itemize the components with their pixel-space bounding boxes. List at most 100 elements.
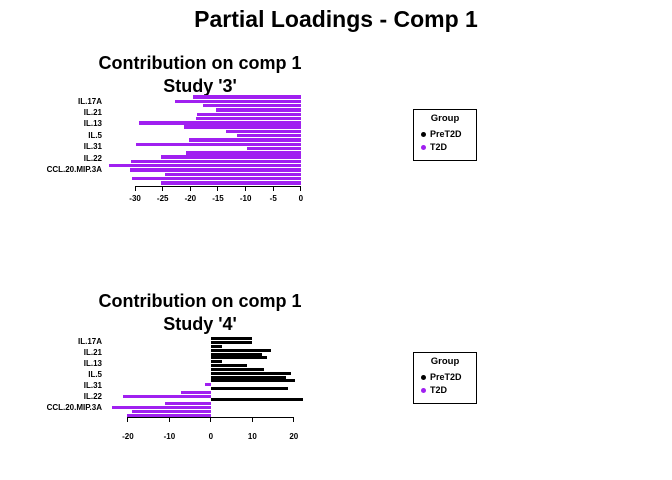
x-axis-tick — [127, 417, 129, 422]
bar — [132, 176, 301, 181]
x-axis-tick — [300, 185, 302, 191]
x-axis-tick — [168, 417, 170, 422]
x-axis-tick — [293, 417, 295, 422]
x-axis-tick-label: -20 — [122, 432, 134, 441]
legend-dot-icon — [421, 375, 426, 380]
bar — [136, 142, 301, 146]
legend-item: PreT2D — [421, 130, 476, 139]
y-axis-label: IL.17A — [77, 336, 102, 346]
bar — [210, 337, 252, 341]
bar — [181, 390, 211, 394]
y-axis-label: IL.13 — [83, 119, 102, 129]
x-axis-tick-label: 0 — [208, 432, 214, 441]
bar — [210, 345, 222, 349]
chart-subtitle: Study '3' — [163, 76, 237, 96]
x-axis-tick-label: -5 — [269, 194, 277, 203]
x-axis-tick-label: -15 — [212, 194, 224, 203]
legend-item-label: PreT2D — [430, 372, 462, 382]
y-axis-label: IL.22 — [83, 392, 102, 402]
bar — [226, 129, 301, 134]
legend-title: Group — [430, 113, 460, 124]
bar — [210, 398, 303, 402]
x-axis-tick-label: -20 — [184, 194, 197, 203]
bar — [204, 383, 211, 387]
bar — [111, 405, 211, 409]
bar — [160, 181, 301, 185]
bar — [161, 155, 301, 159]
x-axis-tick-label: -30 — [129, 194, 141, 203]
bar — [246, 146, 301, 151]
x-axis-tick — [217, 185, 219, 191]
bar — [129, 168, 301, 172]
bar — [188, 138, 301, 142]
bar — [196, 112, 301, 116]
bar — [185, 151, 301, 155]
legend-title: Group — [430, 356, 460, 367]
legend-item-label: PreT2D — [430, 129, 462, 139]
bar — [126, 413, 211, 417]
bar — [138, 121, 301, 125]
y-axis-label: IL.31 — [83, 142, 102, 152]
legend-dot-icon — [421, 388, 426, 393]
x-axis-tick-label: -10 — [239, 194, 252, 203]
chart-subtitle: Study '4' — [163, 314, 237, 334]
y-axis-label: IL.21 — [83, 347, 102, 357]
y-axis-label: IL.22 — [83, 153, 102, 163]
bar — [210, 386, 288, 390]
bar — [195, 116, 301, 121]
legend-box: Group PreT2D T2D — [413, 109, 477, 161]
x-axis-tick-label: 10 — [247, 432, 257, 441]
chart-title: Contribution on comp 1 — [98, 291, 302, 311]
bar — [210, 379, 295, 383]
bar — [174, 99, 301, 104]
legend-items: PreT2D T2D — [414, 373, 476, 395]
x-axis-tick — [210, 417, 212, 422]
bar — [203, 104, 301, 108]
bar — [108, 164, 301, 168]
y-axis-label: IL.31 — [83, 381, 102, 391]
x-axis-tick — [272, 185, 274, 191]
x-axis-tick-label: -10 — [163, 432, 176, 441]
chart-title: Contribution on comp 1 — [98, 53, 302, 73]
y-axis-label: IL.13 — [83, 358, 102, 368]
legend-item-label: T2D — [430, 142, 448, 152]
bar — [130, 159, 301, 164]
main-title: Partial Loadings - Comp 1 — [194, 6, 478, 32]
bar — [237, 134, 301, 138]
x-axis-tick — [189, 185, 191, 191]
legend-dot-icon — [421, 132, 426, 137]
legend-item: T2D — [421, 386, 476, 395]
bar — [210, 375, 287, 379]
bar — [216, 108, 301, 112]
bar — [132, 409, 211, 413]
x-axis-tick — [245, 185, 247, 191]
y-axis-label: IL.17A — [77, 96, 102, 106]
bar — [210, 341, 252, 345]
bar — [210, 352, 262, 356]
bar — [210, 364, 248, 368]
bar — [210, 367, 264, 371]
bar — [210, 356, 267, 360]
bar — [193, 95, 301, 99]
y-axis-label: CCL.20.MIP.3A — [46, 164, 102, 174]
y-axis-label: IL.5 — [88, 370, 102, 379]
x-axis-tick — [134, 185, 136, 191]
bar — [210, 371, 291, 375]
bar — [183, 125, 301, 129]
legend-dot-icon — [421, 145, 426, 150]
x-axis-tick — [162, 185, 164, 191]
y-axis-label: IL.21 — [83, 107, 102, 117]
bar — [165, 172, 301, 176]
y-axis-label: IL.5 — [88, 130, 102, 140]
legend-items: PreT2D T2D — [414, 130, 476, 152]
bar — [164, 402, 211, 406]
x-axis-tick-label: 20 — [289, 432, 299, 441]
y-axis-label: CCL.20.MIP.3A — [46, 403, 102, 413]
legend-item: T2D — [421, 143, 476, 152]
legend-item: PreT2D — [421, 373, 476, 382]
x-axis-tick-label: -25 — [156, 194, 169, 203]
x-axis-tick — [251, 417, 253, 422]
